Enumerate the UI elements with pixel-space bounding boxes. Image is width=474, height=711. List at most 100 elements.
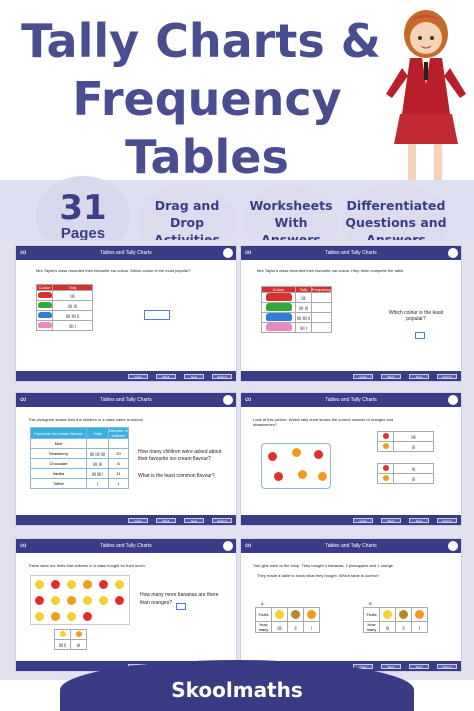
fruit-picture <box>261 443 331 489</box>
pineapple-icon <box>399 609 408 619</box>
fruit-cell <box>377 431 394 442</box>
slide-header: ∞ Tables and Tally Charts <box>16 539 236 553</box>
back-button[interactable]: Back <box>381 518 401 523</box>
back-button[interactable]: Back <box>381 374 401 379</box>
tally-cell: |||| |||| || <box>52 310 93 321</box>
infinity-icon: ∞ <box>20 394 27 404</box>
table-header: Number of children <box>108 427 129 439</box>
strawberry-icon <box>268 452 277 461</box>
banana-icon <box>99 596 108 605</box>
badge-line: Questions and <box>345 214 447 230</box>
orange-icon <box>298 470 307 479</box>
fruit-cell <box>411 607 428 622</box>
submit-button[interactable]: Submit <box>437 374 457 379</box>
slide-footer: Clear Back Next Submit <box>16 515 236 525</box>
frequency-input[interactable] <box>311 292 332 303</box>
submit-button[interactable]: Submit <box>437 664 457 669</box>
next-button[interactable]: Next <box>409 664 429 669</box>
submit-button[interactable]: Submit <box>212 518 232 523</box>
infinity-icon: ∞ <box>20 540 27 550</box>
tally-cell: |||| ||| <box>295 302 312 313</box>
strawberry-icon <box>83 612 92 621</box>
frequency-input[interactable] <box>311 312 332 323</box>
slide-footer: Clear Back Next Submit <box>241 661 461 671</box>
tally-cell: |||| ||| <box>52 300 93 311</box>
next-button[interactable]: Next <box>184 518 204 523</box>
option-a-table[interactable]: Fruits How many |||| || | <box>255 607 320 633</box>
car-cell <box>261 312 296 323</box>
clear-button[interactable]: Clear <box>128 518 148 523</box>
flavour-cell: Toffee <box>30 478 87 489</box>
tally-cell: ||| <box>393 473 434 484</box>
banana-icon <box>67 580 76 589</box>
tally-cell: |||| <box>52 290 93 301</box>
next-button[interactable]: Next <box>184 374 204 379</box>
orange-icon <box>415 609 424 619</box>
option-b-label: B. <box>369 601 373 606</box>
tally-cell: |||| |||| | <box>86 468 109 479</box>
title-line-3: Tables <box>125 130 289 184</box>
badge-line: Worksheets <box>249 197 333 213</box>
submit-button[interactable]: Submit <box>437 518 457 523</box>
answer-input[interactable] <box>176 603 186 610</box>
answer-input[interactable] <box>415 332 425 339</box>
fruit-cell <box>271 607 288 622</box>
back-button[interactable]: Back <box>381 664 401 669</box>
clear-button[interactable]: Clear <box>353 374 373 379</box>
option-b-table[interactable]: ||| ||| <box>377 463 434 484</box>
clear-button[interactable]: Clear <box>128 374 148 379</box>
table-header: Tally <box>86 427 109 439</box>
tally-cell: |||| |||| || <box>295 312 312 323</box>
strawberry-icon <box>35 596 44 605</box>
option-a-label: A. <box>261 601 265 606</box>
table-header: Colour <box>36 284 53 291</box>
tally-cell: | <box>86 478 109 489</box>
blue-car-icon <box>37 312 52 318</box>
logo-icon <box>448 248 458 258</box>
submit-button[interactable]: Submit <box>212 374 232 379</box>
banana-icon <box>383 609 392 619</box>
option-b-table[interactable]: Fruits How many ||| || | <box>363 607 428 633</box>
fruit-cell <box>395 607 412 622</box>
tally-cell: | <box>411 621 428 633</box>
answer-input[interactable] <box>144 310 170 320</box>
slide-5: ∞ Tables and Tally Charts These were the … <box>15 538 237 672</box>
next-button[interactable]: Next <box>409 374 429 379</box>
orange-icon <box>75 631 82 637</box>
side-question: Which colour is the least popular? <box>388 310 444 322</box>
fruit-cell <box>287 607 304 622</box>
badge-line: With <box>274 214 308 230</box>
tally-cell: ||| <box>393 441 434 452</box>
car-cell <box>36 300 53 311</box>
option-a-table[interactable]: |||| ||| <box>377 431 434 452</box>
fruit-tally-table: |||| || ||| <box>54 629 87 650</box>
clear-button[interactable]: Clear <box>353 518 373 523</box>
fruit-cell <box>70 629 87 640</box>
tally-cell: || <box>395 621 412 633</box>
tally-cell: |||| ||| <box>86 458 109 469</box>
strawberry-icon <box>382 465 389 471</box>
slide-question-2: They made a table to show what they boug… <box>257 573 380 578</box>
table-header: Favourite ice-cream flavour <box>30 427 87 439</box>
back-button[interactable]: Back <box>156 374 176 379</box>
frequency-input[interactable] <box>311 302 332 313</box>
pink-car-icon <box>37 322 52 328</box>
slide-header-title: Tables and Tally Charts <box>325 543 377 549</box>
logo-icon <box>448 541 458 551</box>
slide-header: ∞ Tables and Tally Charts <box>241 539 461 553</box>
slide-footer: Clear Back Next Submit <box>16 371 236 381</box>
slide-footer: Clear Back Next Submit <box>241 371 461 381</box>
orange-icon <box>318 472 327 481</box>
orange-icon <box>51 612 60 621</box>
flavour-cell: Strawberry <box>30 448 87 459</box>
back-button[interactable]: Back <box>156 518 176 523</box>
slide-header-title: Tables and Tally Charts <box>325 397 377 403</box>
slide-header-title: Tables and Tally Charts <box>325 250 377 256</box>
strawberry-icon <box>51 580 60 589</box>
slide-6: ∞ Tables and Tally Charts Two girls went … <box>240 538 462 672</box>
tally-cell: |||| <box>271 621 288 633</box>
next-button[interactable]: Next <box>409 518 429 523</box>
frequency-input[interactable] <box>311 322 332 333</box>
flavour-cell: Vanilla <box>30 468 87 479</box>
flavour-cell: Mint <box>30 438 87 449</box>
